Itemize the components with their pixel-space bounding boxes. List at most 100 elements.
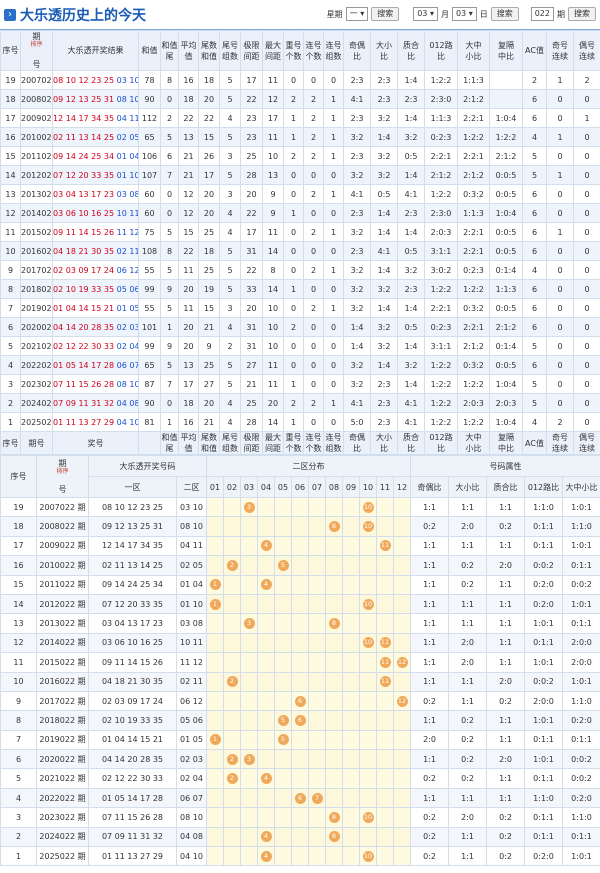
cell: 20: [178, 336, 199, 356]
cell: 90: [138, 393, 161, 413]
cell: 1:4: [343, 317, 371, 337]
cell: 1:2:2: [489, 127, 523, 147]
footer-cell-line: 连续: [579, 444, 595, 453]
cell: 17: [240, 222, 263, 242]
distribution-cell: 2: [223, 768, 241, 789]
issue-input[interactable]: 022: [530, 7, 554, 21]
cell: 4: [219, 317, 241, 337]
search-button[interactable]: 搜索: [371, 7, 400, 21]
cell: 1: [323, 184, 344, 204]
table-row: 16 2010022 期 02 11 13 14 25 02 05 2 5 1:1 0:2 2:…: [0, 555, 600, 576]
footer-cell: AC值: [522, 431, 547, 455]
front-numbers: 03 04 13 17 23: [53, 189, 115, 199]
back-numbers: 03 08: [116, 189, 139, 199]
cell: 31: [240, 317, 263, 337]
cell: 2: [283, 146, 304, 166]
cell: 0: [303, 70, 324, 90]
cell: 2: [303, 184, 324, 204]
distribution-cell: 10: [359, 516, 377, 537]
table-row: 17200902212 14 17 34 35 04 1111222222423…: [0, 108, 600, 128]
distribution-cell: 5: [274, 555, 292, 576]
distribution-cell: 10: [359, 846, 377, 867]
cell: 04 10: [176, 846, 207, 867]
distribution-cell: [308, 710, 326, 731]
title-bar: › 大乐透历史上的今天 星期 一 ▾ 搜索 03 ▾ 月 03 ▾ 日 搜索 0…: [0, 0, 600, 30]
distribution-cell: [206, 516, 224, 537]
distribution-cell: 6: [291, 690, 309, 712]
cell: 0:2: [410, 846, 449, 867]
distribution-cell: [240, 632, 258, 654]
cell: 4: [522, 260, 547, 280]
cell: 2:3: [397, 203, 425, 223]
distribution-cell: [274, 652, 292, 673]
cell: 21: [178, 146, 199, 166]
distribution-cell: [359, 613, 377, 634]
ball: 7: [311, 792, 323, 804]
distribution-cell: 5: [274, 710, 292, 731]
cell: 1:4: [370, 222, 398, 242]
cell: 99: [138, 336, 161, 356]
sub-header: 012路比: [524, 476, 563, 498]
cell: 4:1: [397, 412, 425, 432]
distribution-cell: [342, 749, 360, 770]
weekday-select[interactable]: 一 ▾: [345, 7, 369, 21]
cell: 2: [303, 260, 324, 280]
distribution-cell: [206, 535, 224, 557]
footer-cell-line: 比: [437, 444, 445, 453]
ball: 1: [209, 579, 221, 591]
footer-cell-line: 重号: [285, 433, 302, 442]
cell: 1:1: [448, 535, 487, 557]
cell: 01 05: [176, 729, 207, 751]
cell: 2: [303, 146, 324, 166]
cell: 6: [522, 89, 547, 109]
sub-header: 03: [240, 476, 258, 498]
cell: 2010022 期: [36, 555, 89, 576]
cell: 2010022: [20, 127, 53, 147]
header-cell: 质合比: [397, 30, 425, 71]
distribution-cell: [393, 535, 411, 557]
distribution-cell: [257, 632, 275, 654]
footer-cell-line: 比: [353, 444, 361, 453]
distribution-cell: [342, 690, 360, 712]
distribution-cell: [342, 613, 360, 634]
table-row: 10201602204 18 21 30 35 02 1110882218531…: [0, 241, 600, 261]
ball: 4: [260, 773, 272, 785]
cell: 6: [522, 203, 547, 223]
cell: 3:2: [343, 279, 371, 299]
group-header: 号码属性: [409, 455, 600, 477]
month-select[interactable]: 03 ▾: [413, 7, 438, 21]
footer-cell: 奇偶比: [343, 431, 371, 455]
cell: 5: [160, 127, 179, 147]
cell: 11: [262, 355, 284, 375]
cell: 5: [160, 222, 179, 242]
cell: 5: [219, 127, 241, 147]
sub-header: 大中小比: [561, 476, 600, 498]
cell: 2:1:2: [489, 146, 523, 166]
table-row: 11 2015022 期 09 11 14 15 26 11 12 11 12 1:1 2:0…: [0, 652, 600, 673]
footer-cell-line: 小比: [465, 444, 482, 453]
cell: 1:4: [397, 108, 425, 128]
search-button[interactable]: 搜索: [490, 7, 519, 21]
footer-cell: 序号: [0, 431, 21, 455]
table-row: 18 2008022 期 09 12 13 25 31 08 10 8 10 0:2 2:0 0…: [0, 516, 600, 537]
cell: 0: [283, 355, 304, 375]
distribution-cell: [257, 749, 275, 770]
back-numbers: 11 12: [116, 227, 139, 237]
table-row: 11201502209 11 14 15 26 11 1275515254171…: [0, 222, 600, 242]
header-cell: 连号 个数: [303, 30, 324, 71]
cell: 9: [160, 336, 179, 356]
cell: 1:1:3: [457, 203, 490, 223]
footer-cell: 连号 个数: [303, 431, 324, 455]
cell: 0:1:1: [524, 632, 563, 654]
ball: 6: [294, 792, 306, 804]
ball: 8: [328, 831, 340, 843]
search-button[interactable]: 搜索: [568, 7, 596, 21]
distribution-cell: [240, 574, 258, 595]
cell: 1:2:2: [424, 279, 458, 299]
distribution-cell: [376, 613, 394, 634]
distribution-cell: [376, 807, 394, 828]
cell: 1:1: [410, 535, 449, 557]
cell: 0:0:2: [561, 768, 600, 789]
day-select[interactable]: 03 ▾: [451, 7, 477, 21]
back-numbers: 04 08: [116, 398, 139, 408]
